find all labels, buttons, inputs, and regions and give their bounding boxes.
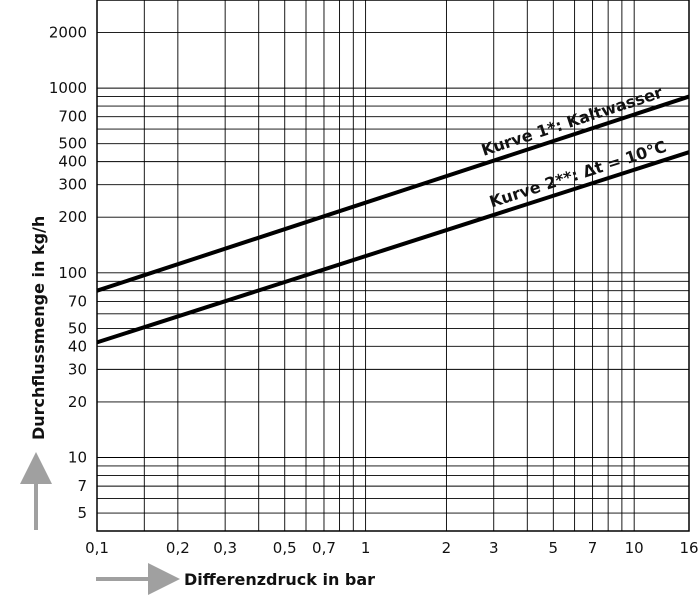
y-tick-label: 40 [68, 337, 87, 355]
series-lines [96, 94, 690, 345]
y-tick-label: 400 [58, 153, 87, 171]
x-tick-label: 2 [442, 539, 452, 557]
y-axis-label: Durchflussmenge in kg/h [29, 216, 48, 440]
x-tick-label: 0,2 [166, 539, 190, 557]
series-line-1 [96, 94, 690, 293]
y-tick-label: 7 [77, 477, 87, 495]
x-tick-label: 10 [625, 539, 644, 557]
x-tick-label: 5 [549, 539, 559, 557]
series-line-2 [96, 150, 690, 345]
x-tick-label: 0,5 [273, 539, 297, 557]
x-tick-label: 0,3 [213, 539, 237, 557]
y-tick-label: 700 [58, 108, 87, 126]
x-tick-label: 0,1 [85, 539, 109, 557]
x-tick-label: 16 [679, 539, 698, 557]
x-tick-label: 3 [489, 539, 499, 557]
y-tick-label: 50 [68, 319, 87, 337]
y-tick-label: 500 [58, 135, 87, 153]
x-gridlines [96, 0, 690, 531]
y-tick-label: 300 [58, 176, 87, 194]
y-tick-label: 20 [68, 393, 87, 411]
y-tick-label: 30 [68, 360, 87, 378]
x-axis-label: Differenzdruck in bar [184, 570, 375, 589]
y-tick-label: 10 [68, 449, 87, 467]
y-tick-label: 2000 [49, 24, 87, 42]
x-tick-label: 0,7 [312, 539, 336, 557]
plot-frame [96, 0, 690, 532]
y-tick-label: 5 [77, 504, 87, 522]
y-tick-label: 1000 [49, 79, 87, 97]
y-tick-label: 100 [58, 264, 87, 282]
x-tick-labels: 0,1 0,2 0,3 0,5 0,7 1 2 3 5 7 10 16 [85, 539, 698, 557]
x-tick-label: 7 [588, 539, 598, 557]
x-tick-label: 1 [361, 539, 371, 557]
y-tick-label: 200 [58, 208, 87, 226]
y-tick-label: 70 [68, 292, 87, 310]
